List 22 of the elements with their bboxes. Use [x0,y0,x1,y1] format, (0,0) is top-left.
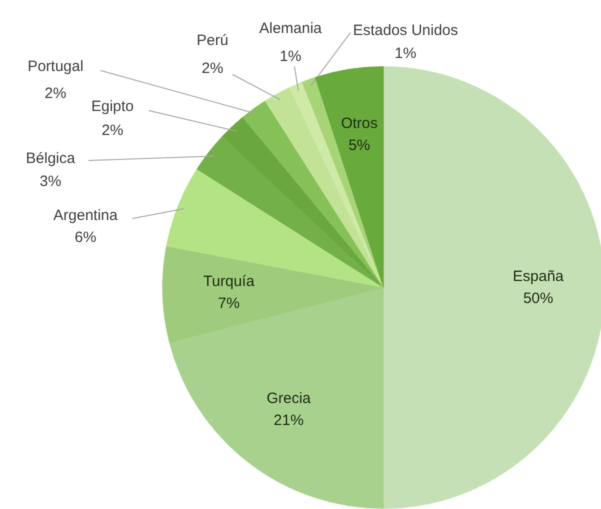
data-label: 2% [202,60,224,77]
slice-label: Portugal [28,58,84,75]
slice-label: Perú [196,32,228,49]
data-label: 3% [40,173,62,190]
slice-label: Grecia [266,390,312,408]
data-label: 5% [348,137,370,154]
data-label: 6% [74,229,96,246]
data-label: 2% [102,122,124,139]
slice-label: Turquía [203,272,256,290]
slice-label: Estados Unidos [352,22,458,39]
slice-label: Argentina [53,207,118,224]
slice-label: España [512,268,564,285]
data-label: 1% [280,48,302,65]
data-label: 50% [523,290,554,307]
slice-label: Otros [340,115,378,132]
data-label: 7% [218,294,240,312]
data-label: 1% [394,45,416,62]
slice-label: Bélgica [26,150,76,167]
data-label: 21% [274,412,304,430]
slice-label: Alemania [259,20,322,37]
slice-label: Egipto [91,98,134,115]
data-label: 2% [44,85,66,102]
